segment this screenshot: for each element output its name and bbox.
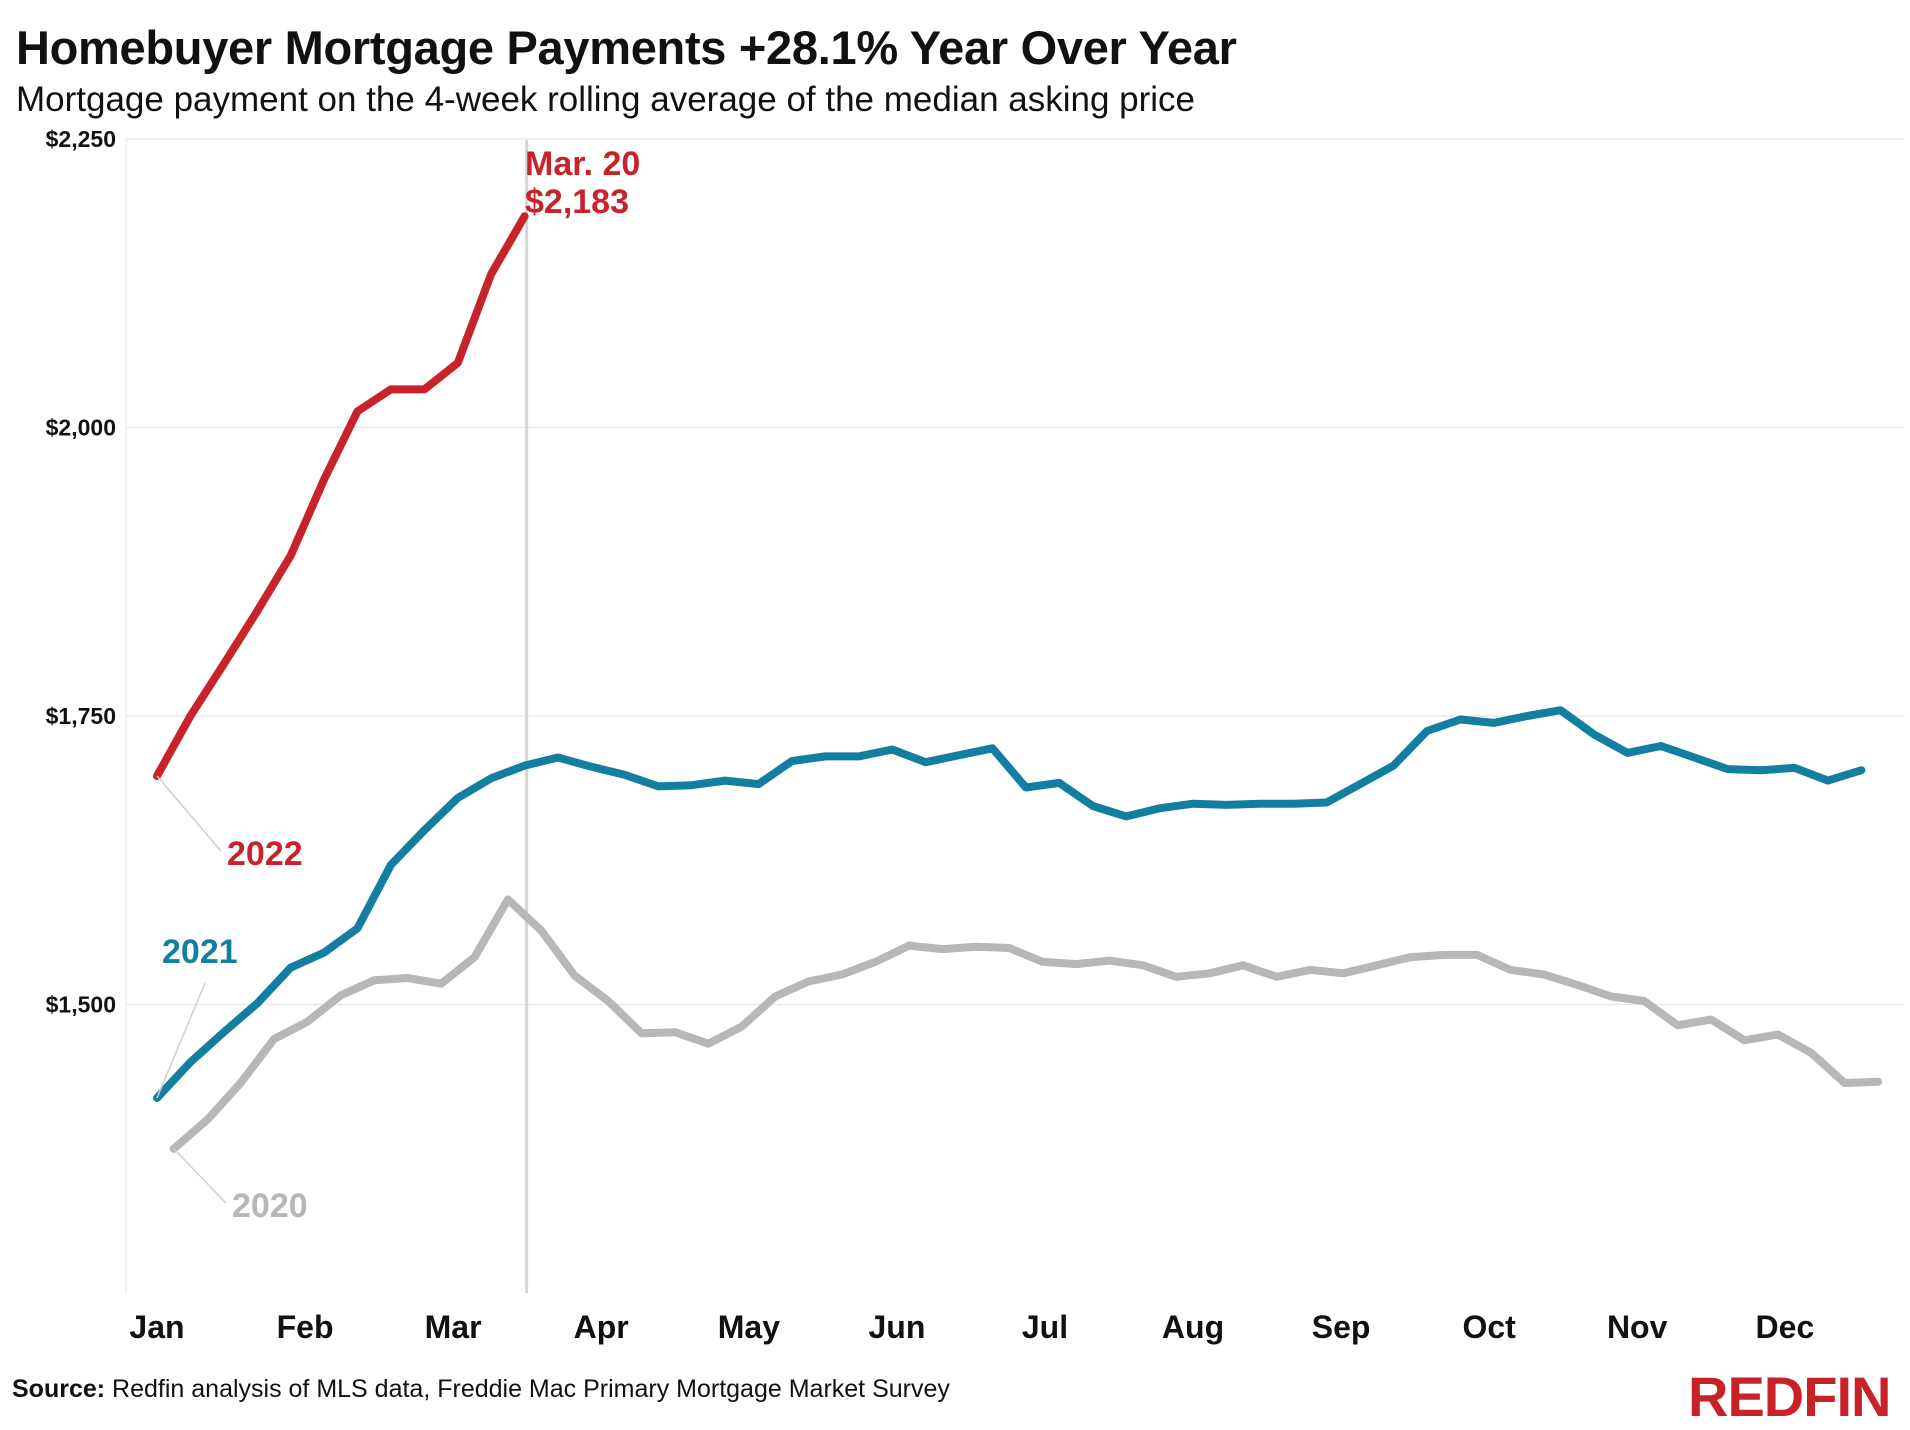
source-text: Redfin analysis of MLS data, Freddie Mac… xyxy=(112,1375,950,1403)
series-lines xyxy=(153,212,1883,1153)
series-label-2021: 2021 xyxy=(162,933,238,971)
series-callout-line xyxy=(156,982,206,1099)
y-tick-label: $1,750 xyxy=(46,703,116,729)
x-tick-label: Jun xyxy=(868,1309,925,1345)
x-tick-label: Aug xyxy=(1162,1309,1224,1345)
series-label-2022: 2022 xyxy=(227,835,303,873)
chart-title: Homebuyer Mortgage Payments +28.1% Year … xyxy=(16,21,1237,74)
y-tick-labels: $1,500 $1,750 $2,000 $2,250 xyxy=(46,126,116,1018)
line-chart: $1,500 $1,750 $2,000 $2,250 Jan Feb Mar Apr May… xyxy=(46,126,1905,1345)
x-tick-label: Jul xyxy=(1022,1309,1068,1345)
x-tick-labels: Jan Feb Mar Apr May Jun Jul Aug Sep Oct Nov Dec xyxy=(129,1309,1814,1345)
series-line-2021 xyxy=(153,706,1866,1102)
y-tick-label: $1,500 xyxy=(46,992,116,1018)
series-callout-line xyxy=(156,775,222,852)
series-line-2022 xyxy=(153,212,529,780)
x-tick-label: Sep xyxy=(1312,1309,1371,1345)
x-tick-label: Feb xyxy=(277,1309,334,1345)
series-labels: 2020 2021 2022 xyxy=(156,775,308,1225)
x-tick-label: Dec xyxy=(1756,1309,1815,1345)
series-callout-line xyxy=(173,1148,227,1204)
grid-lines xyxy=(125,138,1905,1293)
x-tick-label: Apr xyxy=(574,1309,629,1345)
series-line-2020 xyxy=(169,895,1883,1153)
x-tick-label: May xyxy=(718,1309,780,1345)
x-tick-label: Mar xyxy=(425,1309,482,1345)
redfin-logo: REDFIN xyxy=(1688,1365,1891,1428)
x-tick-label: Jan xyxy=(129,1309,184,1345)
y-tick-label: $2,250 xyxy=(46,126,116,152)
source-label: Source: xyxy=(12,1375,106,1403)
x-tick-label: Nov xyxy=(1607,1309,1668,1345)
marker-date-label: Mar. 20 xyxy=(525,145,640,183)
y-tick-label: $2,000 xyxy=(46,415,116,441)
x-tick-label: Oct xyxy=(1462,1309,1516,1345)
series-label-2020: 2020 xyxy=(232,1187,308,1225)
marker-value-label: $2,183 xyxy=(525,183,629,221)
source-note: Source: Redfin analysis of MLS data, Fre… xyxy=(12,1375,950,1404)
chart-subtitle: Mortgage payment on the 4-week rolling a… xyxy=(16,80,1196,119)
